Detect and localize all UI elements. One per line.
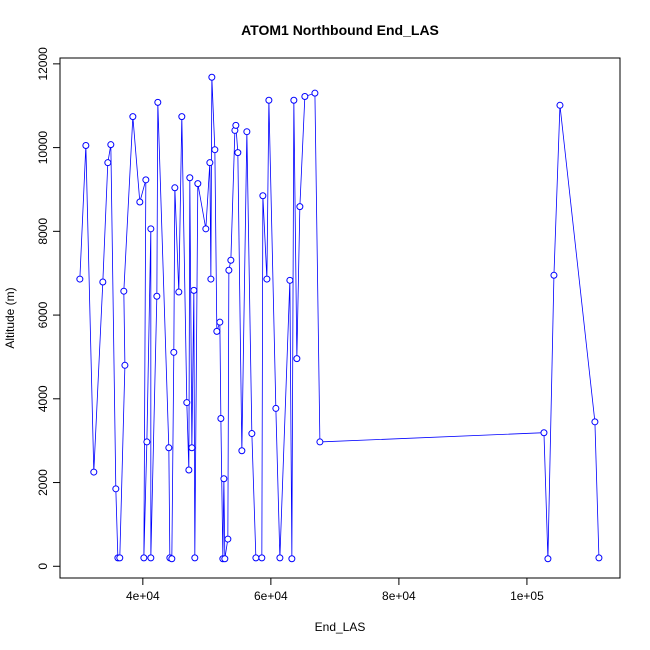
data-point xyxy=(221,555,229,563)
data-point xyxy=(213,327,221,335)
x-tick-label: 8e+04 xyxy=(382,589,416,603)
data-point xyxy=(185,466,193,474)
data-point xyxy=(227,256,235,264)
x-tick-label: 1e+05 xyxy=(510,589,544,603)
data-point xyxy=(186,174,194,182)
y-tick-label: 8000 xyxy=(36,218,50,245)
data-point xyxy=(211,146,219,154)
data-point xyxy=(112,485,120,493)
data-point xyxy=(194,180,202,188)
data-point xyxy=(248,430,256,438)
plot-frame xyxy=(59,57,621,579)
data-point xyxy=(288,555,296,563)
data-point xyxy=(107,141,115,149)
data-point xyxy=(316,438,324,446)
y-tick-label: 4000 xyxy=(36,385,50,412)
data-point xyxy=(272,404,280,412)
chart-title: ATOM1 Northbound End_LAS xyxy=(241,22,439,38)
data-point xyxy=(311,89,319,97)
data-point xyxy=(153,292,161,300)
data-point xyxy=(207,275,215,283)
data-point xyxy=(178,113,186,121)
y-axis-label: Altitude (m) xyxy=(3,287,17,348)
data-point xyxy=(296,203,304,211)
data-point xyxy=(206,159,214,167)
data-point xyxy=(90,468,98,476)
data-point xyxy=(224,535,232,543)
data-point xyxy=(190,286,198,294)
data-point xyxy=(234,149,242,157)
data-point xyxy=(556,101,564,109)
data-point xyxy=(286,276,294,284)
y-tick-label: 0 xyxy=(36,563,50,570)
data-point xyxy=(259,192,267,200)
data-point xyxy=(121,361,129,369)
data-point xyxy=(104,159,112,167)
data-point xyxy=(238,447,246,455)
data-point xyxy=(191,554,199,562)
data-point xyxy=(175,288,183,296)
data-point xyxy=(142,176,150,184)
data-point xyxy=(165,444,173,452)
data-point xyxy=(202,225,210,233)
data-point xyxy=(595,554,603,562)
data-point xyxy=(143,438,151,446)
data-point xyxy=(136,198,144,206)
data-line xyxy=(79,77,600,560)
data-point xyxy=(263,275,271,283)
data-point xyxy=(243,128,251,136)
data-point xyxy=(154,98,162,106)
y-tick-label: 12000 xyxy=(36,47,50,81)
data-point xyxy=(147,554,155,562)
data-point xyxy=(216,318,224,326)
data-point xyxy=(550,271,558,279)
y-tick-label: 6000 xyxy=(36,301,50,328)
data-point xyxy=(129,113,137,121)
data-point xyxy=(258,554,266,562)
data-point xyxy=(76,275,84,283)
data-point xyxy=(220,475,228,483)
data-point xyxy=(290,96,298,104)
data-point xyxy=(183,399,191,407)
data-point xyxy=(99,278,107,286)
y-tick-label: 2000 xyxy=(36,469,50,496)
data-point xyxy=(301,93,309,101)
data-point xyxy=(147,225,155,233)
data-point xyxy=(170,348,178,356)
data-point xyxy=(188,444,196,452)
data-point xyxy=(140,554,148,562)
data-point xyxy=(276,554,284,562)
data-point xyxy=(217,414,225,422)
data-point xyxy=(116,554,124,562)
data-point xyxy=(265,96,273,104)
x-tick-label: 6e+04 xyxy=(254,589,288,603)
data-point xyxy=(252,554,260,562)
data-point xyxy=(591,418,599,426)
x-tick-label: 4e+04 xyxy=(126,589,160,603)
data-point xyxy=(208,73,216,81)
data-point xyxy=(293,355,301,363)
data-point xyxy=(120,287,128,295)
data-point xyxy=(82,142,90,150)
data-point xyxy=(225,266,233,274)
data-point xyxy=(171,184,179,192)
data-point xyxy=(168,555,176,563)
data-point xyxy=(540,429,548,437)
data-point xyxy=(232,121,240,129)
y-tick-label: 10000 xyxy=(36,131,50,165)
data-point xyxy=(544,555,552,563)
x-axis-label: End_LAS xyxy=(315,620,366,634)
